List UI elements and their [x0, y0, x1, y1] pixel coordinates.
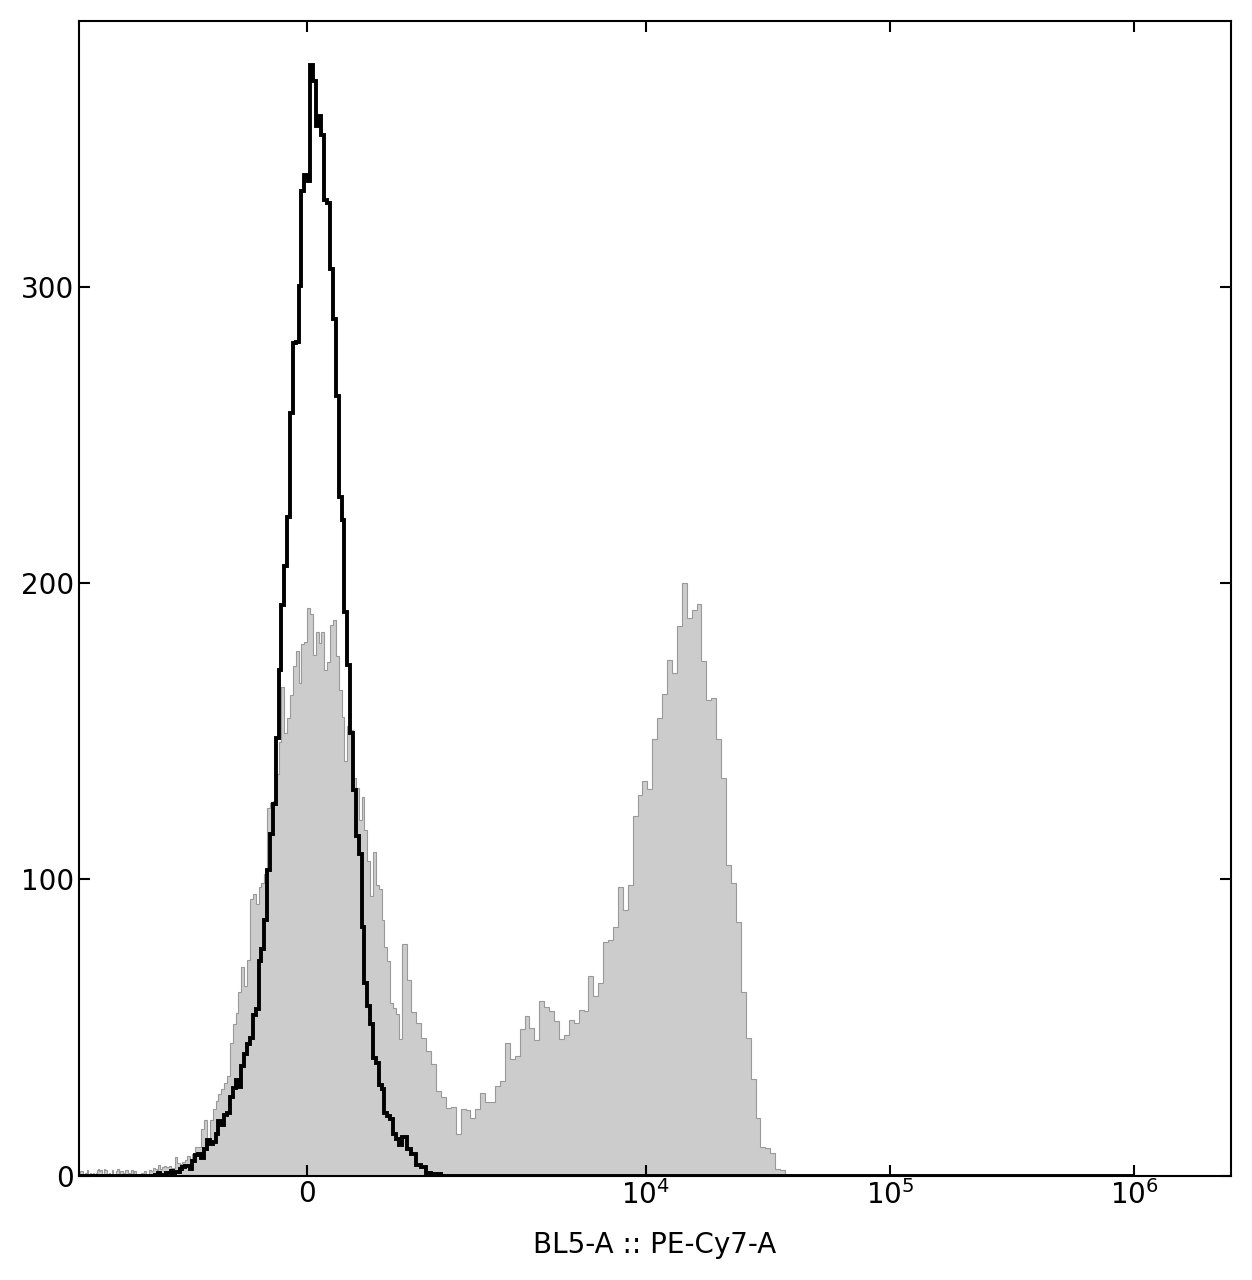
X-axis label: BL5-A :: PE-Cy7-A: BL5-A :: PE-Cy7-A [533, 1231, 776, 1260]
